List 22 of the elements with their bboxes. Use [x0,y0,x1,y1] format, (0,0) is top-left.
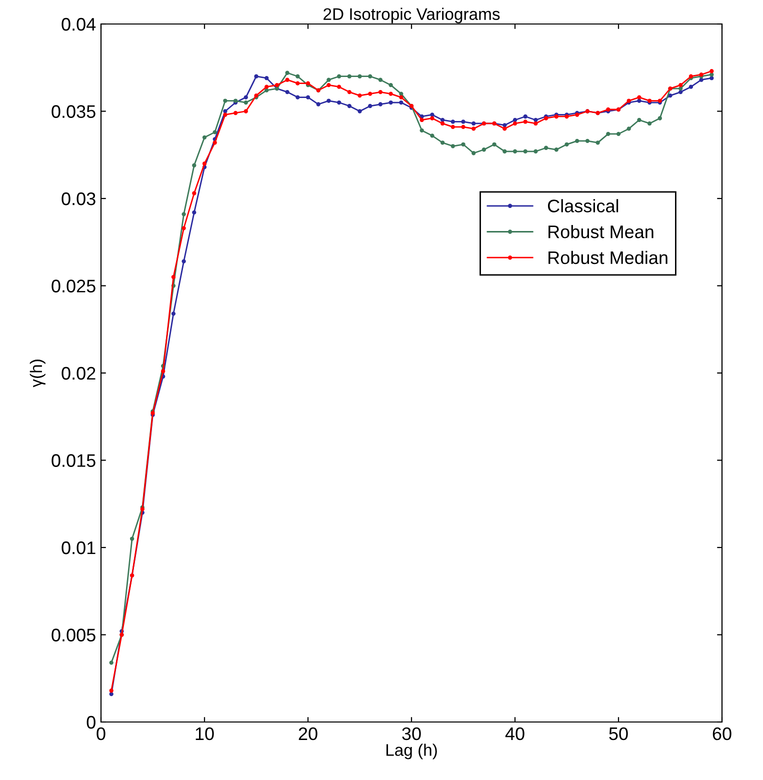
legend-label: Robust Mean [548,224,654,238]
x-tick-label: 0 [96,727,106,740]
chart-title: 2D Isotropic Variograms [324,8,500,24]
x-tick-label: 20 [298,727,318,740]
x-tick-label: 60 [712,727,732,740]
y-tick-label: 0.015 [52,454,96,467]
y-tick-label: 0.025 [52,280,96,292]
y-tick-label: 0 [86,716,96,729]
x-tick-label: 10 [196,727,214,740]
x-tick-label: 40 [505,727,524,740]
legend-label: Robust Median [548,250,668,264]
y-tick-label: 0.04 [62,18,96,31]
y-tick-label: 0.03 [62,192,96,206]
x-tick-label: 50 [609,727,628,740]
y-tick-label: 0.01 [62,541,96,554]
y-tick-label: 0.005 [52,628,96,642]
y-axis-title: γ(h) [30,360,46,388]
y-tick-label: 0.035 [52,105,96,118]
x-axis-title: Lag (h) [386,744,437,760]
x-tick-label: 30 [402,727,421,740]
y-tick-label: 0.02 [62,366,96,380]
legend-label: Classical [548,199,618,212]
